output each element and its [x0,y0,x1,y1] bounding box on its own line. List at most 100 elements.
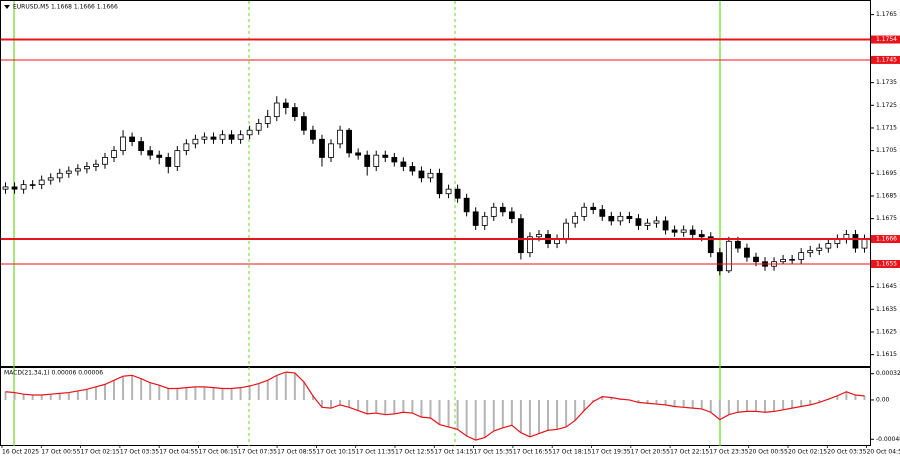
candle-body [463,197,470,213]
x-tick-label: 17 Oct 16:55 [513,449,552,456]
macd-bar [709,399,712,413]
candle-body [481,215,488,226]
macd-bar [167,388,170,400]
macd-bar [275,375,278,400]
macd-bar [185,387,188,400]
macd-bar [284,372,287,400]
macd-bar [94,386,97,400]
macd-bar [664,399,667,405]
candle-body [228,134,235,140]
macd-bar [230,388,233,400]
candle-body [210,136,217,140]
macd-bar [58,393,61,400]
macd-bar [791,399,794,409]
candle-body [246,129,253,136]
macd-bar [266,380,269,400]
candle-body [499,206,506,213]
macd-bar [519,399,522,433]
x-tick-label: 17 Oct 15:35 [474,449,513,456]
macd-bar [348,399,351,408]
y2-tick-label: 0.00 [876,396,890,403]
candle-body [38,179,45,186]
candle-body [237,134,244,140]
macd-bar [845,391,848,400]
macd-bar [420,399,423,418]
macd-bar [131,375,134,400]
candle-body [138,141,145,152]
candle-body [680,229,687,233]
candle-body [599,209,606,217]
macd-bar [113,380,116,400]
main-panel [0,0,871,367]
macd-bar [718,399,721,420]
macd-bar [429,399,432,418]
y-tick-label: 1.1695 [876,170,897,177]
macd-bar [122,376,125,400]
candle-body [798,252,805,260]
macd-bar [492,399,495,432]
candle-body [436,172,443,195]
candle-body [310,129,316,140]
macd-bar [456,399,459,430]
macd-bar [818,399,821,403]
y-tick-label: 1.1625 [876,328,897,335]
candle-body [93,163,99,167]
candle-body [129,136,136,142]
candle-body [734,240,741,249]
x-tick-label: 17 Oct 00:55 [41,449,80,456]
candle-body [653,220,660,224]
symbol-icon [4,5,10,9]
price-level-label: 1.1655 [876,260,897,267]
candle-body [418,170,425,179]
macd-bar [673,399,676,407]
y-tick-label: 1.1645 [876,283,897,290]
macd-bar [366,399,369,414]
candle-body [527,236,533,254]
macd-bar [438,399,441,425]
y-tick-label: 1.1765 [876,11,897,18]
candle-body [201,136,208,140]
candle-body [409,166,416,172]
macd-bar [176,388,179,400]
price-level-label: 1.1754 [876,36,897,43]
macd-bar [158,385,161,400]
candle-body [825,243,832,249]
x-tick-label: 20 Oct 00:55 [749,449,788,456]
candle-body [861,238,868,249]
price-level-tag [871,235,900,244]
macd-bar [782,399,785,410]
macd-bar [248,386,251,400]
macd-bar [40,395,43,400]
candle-body [427,172,434,179]
macd-bar [103,384,106,400]
x-tick-label: 16 Oct 2025 [2,449,39,456]
candle-body [364,154,371,167]
macd-bar [547,399,550,431]
candle-body [255,123,262,131]
macd-bar [583,399,586,411]
macd-bar [447,399,450,427]
candle-body [174,150,181,167]
price-level-tag [871,35,900,44]
x-tick-label: 17 Oct 10:15 [316,449,355,456]
macd-bar [393,399,396,414]
x-tick-label: 17 Oct 06:15 [199,449,238,456]
candle-body [29,184,36,186]
x-tick-label: 17 Oct 18:15 [552,449,591,456]
candle-body [147,150,154,156]
candle-body [2,186,9,190]
x-tick-label: 17 Oct 22:15 [670,449,709,456]
price-level-label: 1.1745 [876,56,897,63]
candle-body [337,129,343,145]
candle-body [120,136,126,152]
candle-body [165,157,172,167]
macd-bar [809,399,812,405]
candle-body [20,184,27,190]
macd-bar [700,399,703,409]
candle-body [725,240,732,272]
y-tick-label: 1.1685 [876,192,897,199]
macd-bar [212,387,215,400]
x-tick-label: 20 Oct 02:15 [788,449,827,456]
candle-body [382,154,389,158]
